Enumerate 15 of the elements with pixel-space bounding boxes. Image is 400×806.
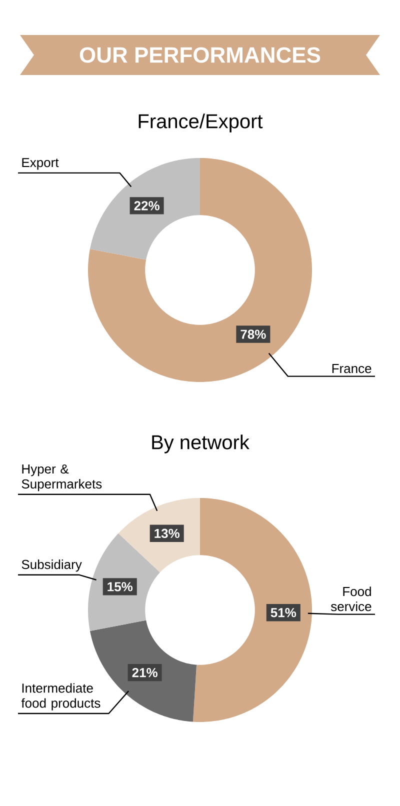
slice-label: Intermediate food products xyxy=(21,683,100,710)
data-label: 22% xyxy=(134,201,160,210)
slice-label: Subsidiary xyxy=(22,560,82,572)
slice-label: Export xyxy=(22,158,59,170)
data-label: 51% xyxy=(270,608,296,618)
slice-label: Food service xyxy=(330,586,372,612)
chart-title: By network xyxy=(152,434,250,454)
data-label: 13% xyxy=(154,528,180,538)
slice-label: France xyxy=(332,364,372,374)
data-label: 21% xyxy=(132,668,158,678)
data-label: 78% xyxy=(240,330,266,339)
chart-title: OUR PERFORMANCES xyxy=(80,47,320,63)
data-label: 15% xyxy=(108,582,133,592)
chart-subtitle: France/Export xyxy=(138,114,263,132)
slice-label: Hyper & Supermarkets xyxy=(22,464,102,492)
